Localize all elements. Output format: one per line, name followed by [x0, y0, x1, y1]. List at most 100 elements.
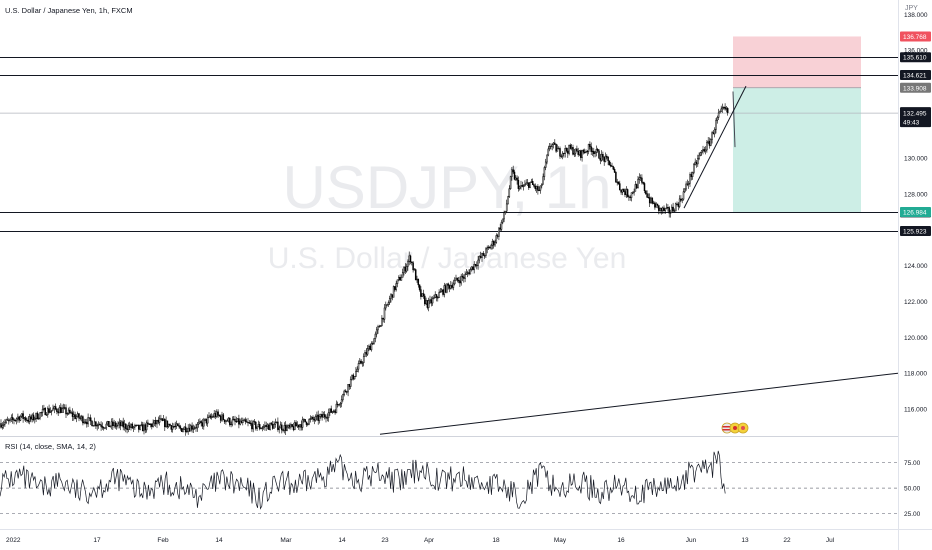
position-zones[interactable]: [733, 36, 861, 213]
candle-body: [723, 106, 725, 108]
candle-body: [608, 160, 611, 166]
candle-body: [78, 413, 80, 419]
candle-body: [218, 414, 221, 417]
candle-body: [304, 419, 306, 423]
candle-body: [372, 343, 374, 345]
candle-body: [95, 421, 97, 427]
candle-body: [398, 277, 400, 281]
candle-body: [355, 371, 357, 377]
candle-body: [184, 426, 187, 433]
stop-zone[interactable]: [733, 36, 861, 88]
candle-body: [515, 177, 517, 180]
candle-body: [126, 428, 128, 430]
trendline[interactable]: [379, 372, 899, 435]
candle-body: [435, 294, 438, 298]
candle-body: [56, 408, 58, 412]
candle-body: [392, 286, 395, 298]
candle-body: [257, 424, 260, 428]
trendlines[interactable]: [379, 85, 899, 435]
candle-body: [409, 255, 412, 263]
symbol-title[interactable]: U.S. Dollar / Japanese Yen, 1h, FXCM: [5, 6, 133, 15]
candle-body: [655, 203, 657, 208]
candle-body: [417, 278, 420, 286]
rsi-panel: [0, 450, 899, 515]
candle-body: [326, 417, 329, 419]
candle-body: [21, 413, 23, 417]
candle-body: [52, 408, 54, 411]
rsi-title[interactable]: RSI (14, close, SMA, 14, 2): [5, 442, 96, 451]
candle-body: [232, 418, 235, 421]
flag-icon[interactable]: [721, 422, 749, 434]
candle-body: [635, 184, 638, 189]
price-candles: [0, 91, 736, 436]
candle-body: [36, 412, 39, 420]
candle-body: [669, 212, 672, 214]
candle-body: [628, 196, 630, 198]
time-axis[interactable]: 2022 17 Feb 14 Mar 14 23 Apr 18 May 16 Jun 13 22 Jul: [6, 537, 835, 544]
candle-body: [141, 424, 144, 432]
candle-body: [500, 221, 503, 230]
candle-body: [694, 161, 696, 165]
horizontal-lines[interactable]: [0, 57, 899, 232]
candle-body: [565, 148, 568, 152]
candle-body: [713, 129, 716, 135]
current-price-badge: [900, 107, 931, 128]
candle-body: [292, 426, 295, 430]
candle-body: [642, 182, 644, 184]
candle-body: [616, 181, 618, 183]
trendline[interactable]: [683, 85, 747, 209]
candle-body: [554, 142, 556, 145]
candle-body: [44, 407, 46, 416]
candle-body: [457, 280, 460, 282]
candle-body: [301, 419, 304, 428]
candle-body: [131, 423, 134, 429]
candle-body: [344, 390, 347, 393]
countdown-label: 49:43: [903, 120, 920, 127]
candle-body: [91, 420, 93, 427]
candle-body: [583, 151, 586, 154]
candle-body: [525, 182, 527, 185]
stop-badge: [900, 31, 931, 42]
candle-body: [102, 427, 105, 429]
candle-body: [638, 177, 641, 180]
candle-body: [685, 183, 687, 190]
candle-body: [299, 424, 301, 428]
candle-body: [236, 418, 239, 423]
candle-body: [711, 132, 713, 140]
candle-body: [487, 247, 490, 249]
candle-body: [383, 307, 386, 320]
candle-body: [54, 406, 57, 410]
candle-body: [136, 424, 139, 426]
target-zone[interactable]: [733, 87, 861, 213]
candle-body: [35, 412, 37, 419]
time-tick-label: 23: [381, 537, 389, 544]
candle-body: [654, 202, 656, 208]
candle-body: [251, 423, 253, 430]
candle-body: [365, 352, 368, 355]
candle-body: [390, 294, 392, 299]
candle-body: [695, 161, 698, 165]
candle-body: [329, 408, 331, 413]
candle-body: [408, 255, 410, 262]
candle-body: [374, 333, 377, 339]
candle-body: [557, 148, 560, 150]
candle-body: [659, 208, 661, 211]
candle-body: [693, 164, 695, 173]
candle-body: [322, 414, 325, 418]
candle-body: [626, 189, 629, 197]
candle-body: [165, 420, 167, 428]
candle-body: [76, 413, 79, 418]
candle-body: [678, 198, 681, 207]
candle-body: [559, 148, 561, 157]
candle-body: [347, 384, 349, 393]
candle-body: [154, 420, 157, 425]
candle-body: [589, 144, 591, 147]
candle-body: [213, 413, 215, 418]
candle-body: [630, 192, 633, 198]
candle-body: [6, 419, 9, 421]
candle-body: [32, 414, 35, 421]
candle-body: [529, 182, 531, 188]
candle-body: [5, 419, 7, 423]
level-badge-label: 135.610: [903, 55, 927, 62]
